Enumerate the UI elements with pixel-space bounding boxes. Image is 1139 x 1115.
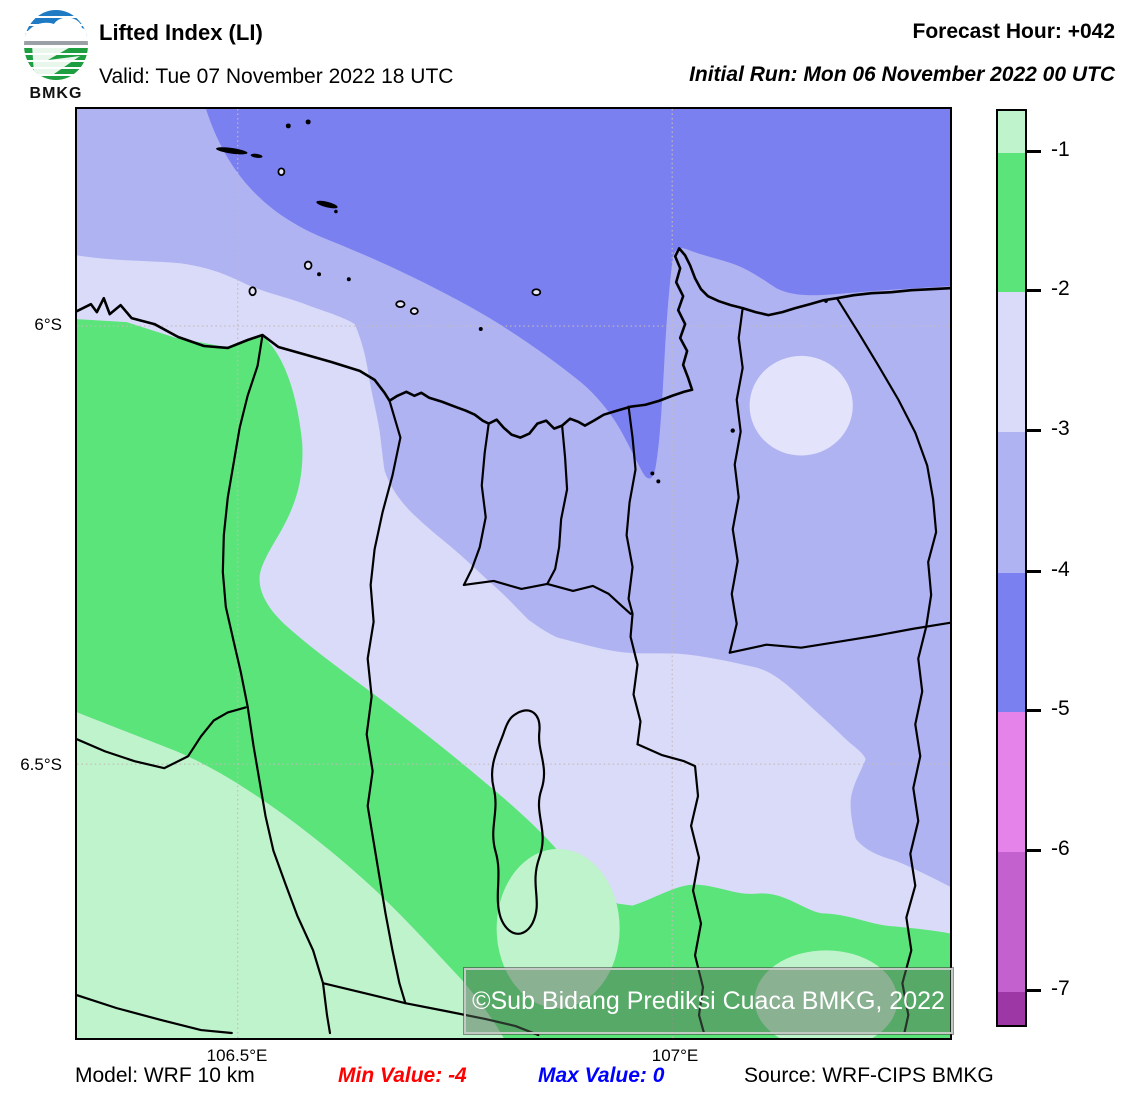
contour-region-dark-periwinkle (205, 109, 950, 479)
x-axis-label-107e: 107°E (651, 1046, 699, 1065)
coastline (77, 247, 950, 439)
li-contour-map (77, 109, 950, 1038)
bmkg-logo-label: BMKG (29, 85, 83, 102)
islands (216, 119, 828, 484)
colorbar-tick (1025, 989, 1041, 992)
watermark-text: ©Sub Bidang Prediksi Cuaca BMKG, 2022 (472, 986, 945, 1015)
x-axis-label-106-5e: 106.5°E (206, 1046, 268, 1065)
watermark-box: ©Sub Bidang Prediksi Cuaca BMKG, 2022 (464, 968, 953, 1034)
colorbar-tick (1025, 289, 1041, 292)
source-label: Source: WRF-CIPS BMKG (744, 1064, 994, 1087)
colorbar-segment-7 (998, 852, 1025, 992)
admin-boundaries (77, 297, 950, 1037)
max-value-label: Max Value: 0 (538, 1064, 665, 1087)
weather-map (75, 107, 952, 1040)
colorbar-segment-3 (998, 292, 1025, 432)
min-value-label: Min Value: -4 (338, 1064, 467, 1087)
initial-run-label: Initial Run: Mon 06 November 2022 00 UTC (689, 63, 1115, 86)
y-axis-label-6s: 6°S (34, 315, 62, 334)
colorbar-segment-5 (998, 573, 1025, 712)
colorbar-tick-label: -6 (1051, 837, 1070, 860)
bmkg-logo: BMKG (14, 8, 98, 103)
colorbar-tick (1025, 570, 1041, 573)
colorbar-segment-6 (998, 712, 1025, 852)
contour-region-light-oval (749, 355, 853, 456)
colorbar-tick (1025, 849, 1041, 852)
colorbar-tick (1025, 429, 1041, 432)
colorbar-segment-2 (998, 153, 1025, 292)
colorbar-tick-label: -2 (1051, 277, 1070, 300)
colorbar-segments (998, 111, 1025, 1025)
colorbar-tick-label: -1 (1051, 138, 1070, 161)
colorbar-ticks: -1 -2 -3 -4 -5 -6 -7 (1025, 109, 1115, 1027)
colorbar-tick-label: -7 (1051, 977, 1070, 1000)
colorbar-segment-4 (998, 432, 1025, 573)
valid-time-label: Valid: Tue 07 November 2022 18 UTC (99, 65, 454, 88)
page-title: Lifted Index (LI) (99, 20, 263, 45)
y-axis-label-6-5s: 6.5°S (20, 755, 62, 774)
colorbar-segment-8 (998, 992, 1025, 1025)
model-label: Model: WRF 10 km (75, 1064, 255, 1087)
colorbar-tick-label: -3 (1051, 417, 1070, 440)
colorbar-segment-1 (998, 111, 1025, 153)
colorbar-tick-label: -4 (1051, 558, 1070, 581)
contour-region-green (77, 319, 950, 1038)
colorbar (996, 109, 1027, 1027)
forecast-hour-label: Forecast Hour: +042 (912, 20, 1116, 43)
contour-region-pale-green (77, 712, 504, 1038)
contour-region-pale-green-spot (754, 950, 898, 1038)
colorbar-tick (1025, 150, 1041, 153)
colorbar-tick (1025, 709, 1041, 712)
colorbar-tick-label: -5 (1051, 697, 1070, 720)
island-rings (248, 167, 542, 316)
title-block: Lifted Index (LI) Valid: Tue 07 November… (99, 20, 453, 89)
run-block: Forecast Hour: +042 Initial Run: Mon 06 … (689, 20, 1115, 87)
bmkg-logo-icon (24, 10, 88, 80)
